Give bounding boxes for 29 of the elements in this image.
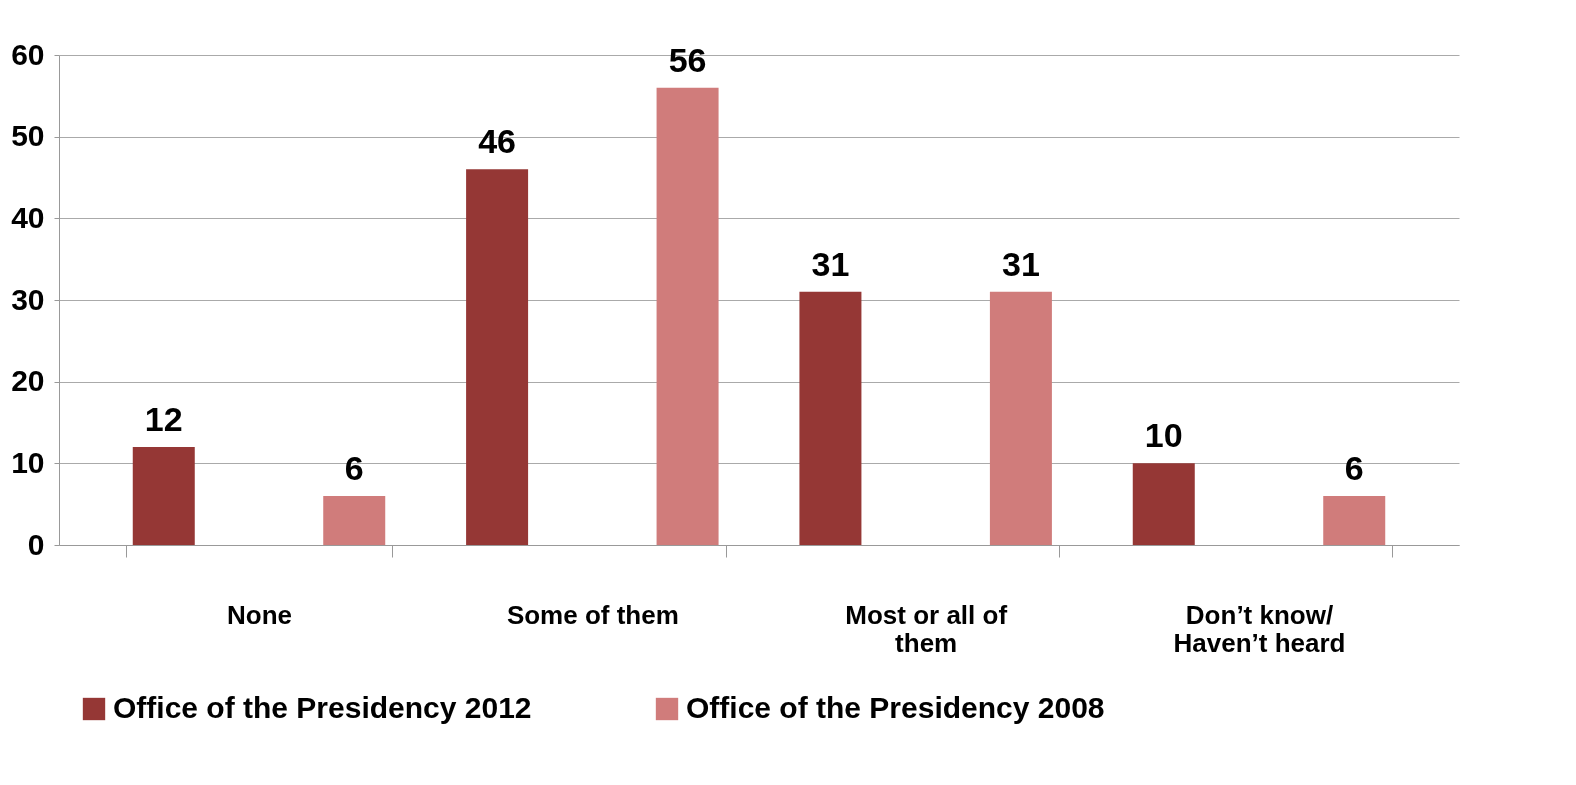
data-label: 31: [811, 244, 850, 283]
bar: [323, 496, 386, 545]
data-label: 56: [668, 40, 707, 79]
bar: [656, 87, 719, 545]
data-label: 31: [1001, 244, 1040, 283]
bar: [1132, 463, 1195, 545]
x-tick-label: Most or all of them: [845, 599, 1008, 658]
x-tick-label: Don’t know/ Haven’t heard: [1173, 599, 1346, 658]
bar: [466, 169, 529, 545]
y-tick-label: 0: [27, 527, 45, 561]
x-tick-label: Some of them: [506, 599, 679, 630]
legend-label: Office of the Presidency 2012: [113, 691, 532, 724]
bar: [1323, 496, 1386, 545]
y-tick-label: 10: [11, 445, 45, 479]
y-tick-label: 40: [11, 200, 45, 234]
bar: [799, 291, 862, 545]
data-label: 6: [344, 449, 364, 487]
y-tick-label: 20: [11, 364, 45, 398]
legend-label: Office of the Presidency 2008: [686, 691, 1105, 724]
data-label: 12: [144, 400, 183, 438]
data-label: 10: [1144, 416, 1183, 455]
y-tick-label: 60: [11, 37, 45, 71]
y-tick-label: 50: [11, 119, 45, 153]
bar: [132, 447, 195, 545]
bar: [989, 291, 1052, 545]
data-label: 6: [1344, 449, 1364, 487]
data-label: 46: [478, 122, 517, 161]
x-tick-label: None: [227, 599, 292, 630]
y-tick-label: 30: [11, 282, 45, 316]
